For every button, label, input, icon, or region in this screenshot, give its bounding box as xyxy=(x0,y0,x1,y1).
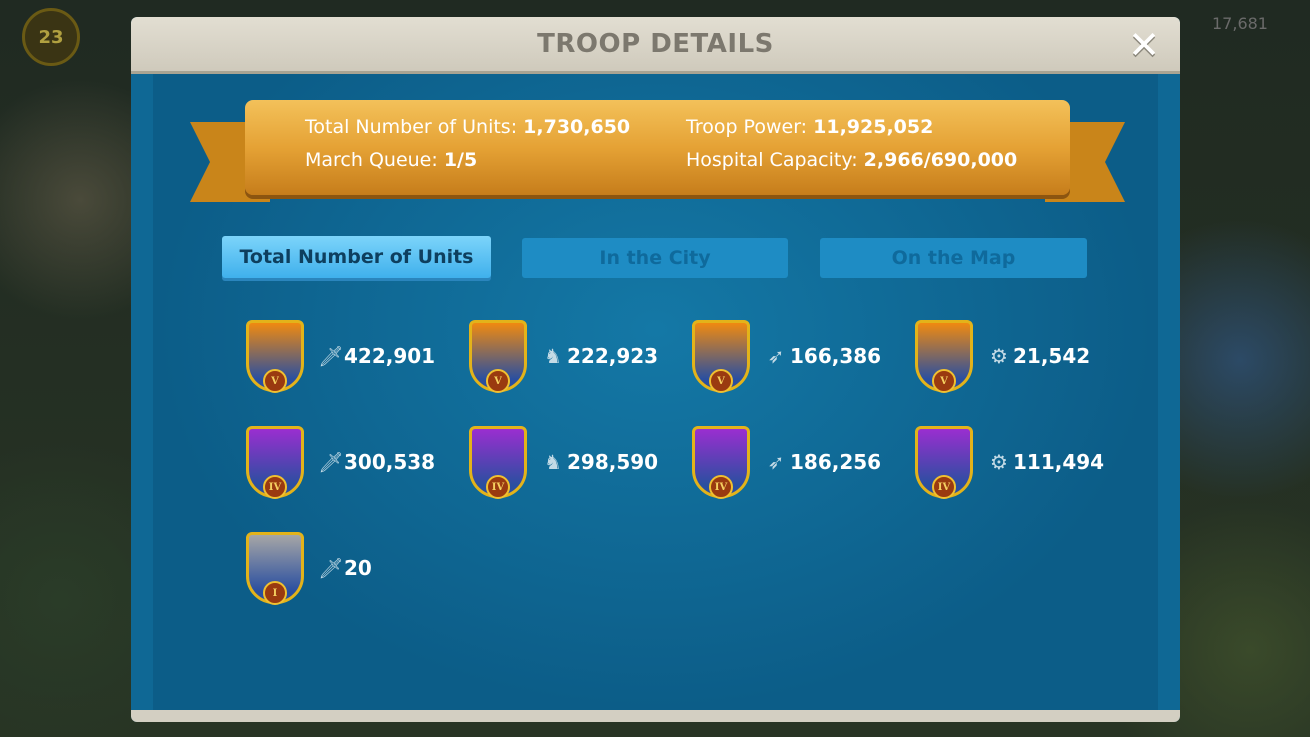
troop-power-stat: Troop Power: 11,925,052 xyxy=(686,116,934,138)
unit-portrait[interactable]: IV xyxy=(915,426,973,499)
tier-badge: V xyxy=(932,369,956,393)
unit-count: 111,494 xyxy=(1013,450,1105,474)
unit-portrait[interactable]: I xyxy=(246,532,304,605)
tier-badge: IV xyxy=(263,475,287,499)
unit-portrait[interactable]: IV xyxy=(469,426,527,499)
tier-badge: IV xyxy=(709,475,733,499)
tier-badge: V xyxy=(263,369,287,393)
unit-portrait[interactable]: IV xyxy=(692,426,750,499)
siege-icon: ⚙ xyxy=(990,344,1008,368)
tier-badge: IV xyxy=(486,475,510,499)
unit-entry-infantry[interactable]: V 🗡 422,901 xyxy=(246,320,436,393)
unit-portrait[interactable]: V xyxy=(246,320,304,393)
unit-entry-infantry[interactable]: I 🗡 20 xyxy=(246,532,372,605)
close-icon[interactable]: ✕ xyxy=(1128,23,1160,67)
unit-entry-siege[interactable]: V ⚙ 21,542 xyxy=(915,320,1091,393)
unit-count: 166,386 xyxy=(790,344,882,368)
ribbon-banner xyxy=(245,100,1070,195)
dialog-footer xyxy=(131,710,1180,722)
archer-icon: ➶ xyxy=(767,344,785,368)
unit-count: 222,923 xyxy=(567,344,659,368)
dialog-header: TROOP DETAILS ✕ xyxy=(131,17,1180,74)
unit-entry-infantry[interactable]: IV 🗡 300,538 xyxy=(246,426,436,499)
unit-portrait[interactable]: V xyxy=(915,320,973,393)
tier-badge: I xyxy=(263,581,287,605)
player-level-badge: 23 xyxy=(22,8,80,66)
unit-entry-archer[interactable]: V ➶ 166,386 xyxy=(692,320,882,393)
unit-count: 298,590 xyxy=(567,450,659,474)
tab-total-units[interactable]: Total Number of Units xyxy=(222,236,491,278)
unit-entry-cavalry[interactable]: V ♞ 222,923 xyxy=(469,320,659,393)
total-units-stat: Total Number of Units: 1,730,650 xyxy=(305,116,631,138)
siege-icon: ⚙ xyxy=(990,450,1008,474)
infantry-icon: 🗡 xyxy=(318,450,344,474)
unit-portrait[interactable]: IV xyxy=(246,426,304,499)
tier-badge: V xyxy=(709,369,733,393)
tab-in-the-city[interactable]: In the City xyxy=(522,238,788,278)
tier-badge: IV xyxy=(932,475,956,499)
unit-portrait[interactable]: V xyxy=(469,320,527,393)
unit-entry-cavalry[interactable]: IV ♞ 298,590 xyxy=(469,426,659,499)
tier-badge: V xyxy=(486,369,510,393)
summary-ribbon: Total Number of Units: 1,730,650 March Q… xyxy=(190,100,1125,205)
resource-counter: 17,681 xyxy=(1212,14,1268,33)
archer-icon: ➶ xyxy=(767,450,785,474)
cavalry-icon: ♞ xyxy=(544,344,562,368)
hospital-capacity-stat: Hospital Capacity: 2,966/690,000 xyxy=(686,149,1018,171)
unit-entry-archer[interactable]: IV ➶ 186,256 xyxy=(692,426,882,499)
unit-portrait[interactable]: V xyxy=(692,320,750,393)
unit-count: 21,542 xyxy=(1013,344,1091,368)
unit-count: 20 xyxy=(344,556,372,580)
infantry-icon: 🗡 xyxy=(318,344,344,368)
unit-count: 422,901 xyxy=(344,344,436,368)
cavalry-icon: ♞ xyxy=(544,450,562,474)
infantry-icon: 🗡 xyxy=(318,556,344,580)
march-queue-stat: March Queue: 1/5 xyxy=(305,149,478,171)
unit-count: 300,538 xyxy=(344,450,436,474)
dialog-title: TROOP DETAILS xyxy=(537,29,774,59)
tab-on-the-map[interactable]: On the Map xyxy=(820,238,1087,278)
unit-count: 186,256 xyxy=(790,450,882,474)
unit-entry-siege[interactable]: IV ⚙ 111,494 xyxy=(915,426,1105,499)
